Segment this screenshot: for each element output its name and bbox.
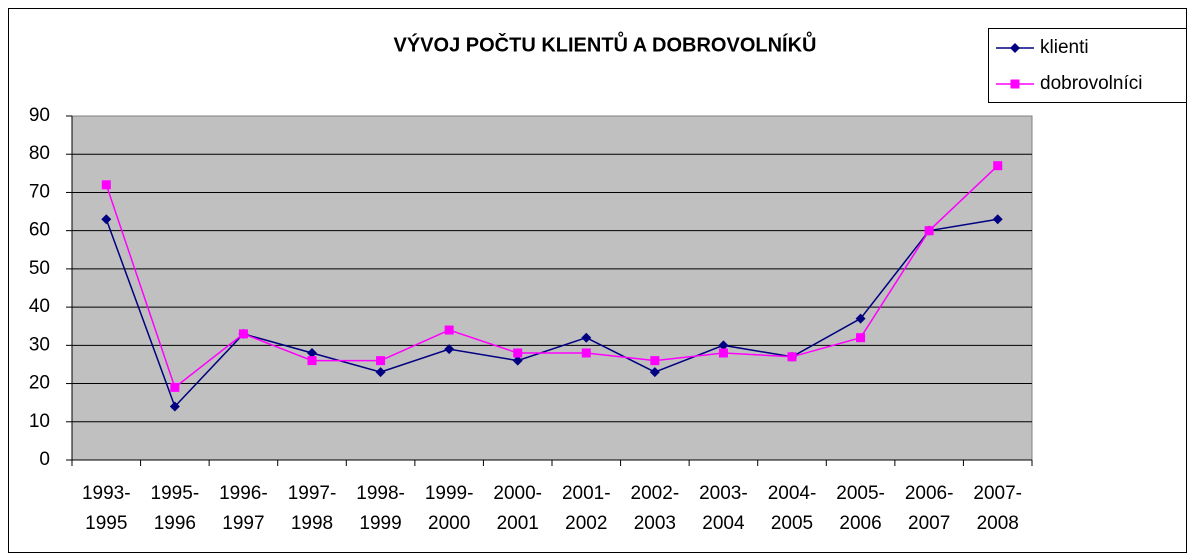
x-tick-label: 2002-2003 bbox=[631, 483, 680, 534]
legend-marker bbox=[1010, 79, 1020, 89]
marker bbox=[924, 226, 934, 236]
x-tick-label: 2005-2006 bbox=[836, 483, 885, 534]
marker bbox=[101, 180, 111, 190]
marker bbox=[992, 214, 1003, 225]
marker bbox=[444, 325, 454, 335]
marker bbox=[718, 340, 729, 351]
marker bbox=[375, 367, 386, 378]
x-tick-label: 2004-2005 bbox=[768, 483, 817, 534]
y-tick-label: 90 bbox=[29, 105, 50, 126]
y-tick-label: 30 bbox=[29, 334, 50, 355]
marker bbox=[307, 347, 317, 358]
x-tick-label: 1997-1998 bbox=[288, 483, 337, 534]
y-tick-label: 80 bbox=[29, 143, 50, 164]
marker bbox=[581, 332, 592, 343]
marker bbox=[444, 344, 455, 355]
x-tick-label: 1999-2000 bbox=[425, 483, 474, 534]
y-tick-label: 0 bbox=[39, 449, 50, 470]
chart-title: VÝVOJ POČTU KLIENTŮ A DOBROVOLNÍKŮ bbox=[394, 30, 817, 56]
y-tick-label: 40 bbox=[29, 296, 50, 317]
x-tick-label: 2007-2008 bbox=[973, 483, 1022, 534]
y-tick-label: 20 bbox=[29, 373, 50, 394]
x-tick-label: 2003-2004 bbox=[699, 483, 748, 534]
marker bbox=[856, 333, 866, 343]
x-tick-label: 1998-1999 bbox=[356, 483, 405, 534]
marker bbox=[512, 355, 523, 366]
legend-label: dobrovolníci bbox=[1040, 73, 1142, 94]
marker bbox=[787, 352, 797, 362]
marker bbox=[307, 356, 317, 366]
marker bbox=[170, 382, 180, 392]
x-tick-label: 2001-2002 bbox=[562, 483, 611, 534]
x-tick-label: 2006-2007 bbox=[905, 483, 954, 534]
x-tick-label: 1995-1996 bbox=[151, 483, 200, 534]
marker bbox=[101, 214, 112, 225]
marker bbox=[376, 356, 386, 366]
y-tick-label: 50 bbox=[29, 258, 50, 279]
marker bbox=[513, 348, 523, 358]
marker bbox=[238, 329, 248, 339]
series-line bbox=[105, 218, 998, 408]
marker bbox=[650, 356, 660, 366]
y-tick-label: 70 bbox=[29, 181, 50, 202]
series-line bbox=[105, 165, 999, 389]
y-tick-label: 60 bbox=[29, 220, 50, 241]
y-tick-label: 10 bbox=[29, 411, 50, 432]
legend-marker bbox=[1010, 43, 1020, 53]
x-tick-label: 2000-2001 bbox=[493, 483, 542, 534]
legend-label: klienti bbox=[1040, 37, 1089, 58]
marker bbox=[581, 348, 591, 358]
marker bbox=[649, 367, 660, 378]
marker bbox=[993, 161, 1003, 171]
marker bbox=[855, 313, 866, 324]
legend bbox=[988, 28, 1187, 103]
x-tick-label: 1996-1997 bbox=[219, 483, 268, 534]
x-tick-label: 1993-1995 bbox=[82, 483, 131, 534]
marker bbox=[169, 401, 180, 412]
plot-area bbox=[71, 115, 1033, 461]
marker bbox=[718, 348, 728, 358]
